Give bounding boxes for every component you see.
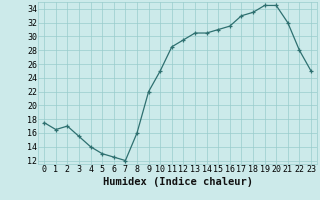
- X-axis label: Humidex (Indice chaleur): Humidex (Indice chaleur): [103, 177, 252, 187]
